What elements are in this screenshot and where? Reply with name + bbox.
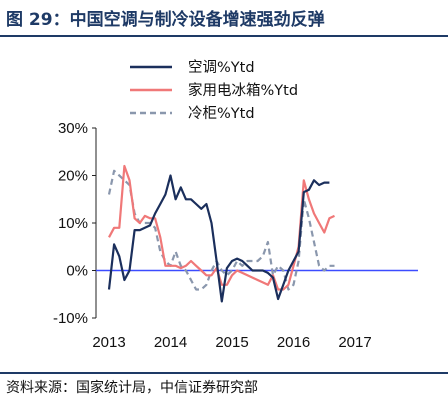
source-rule xyxy=(0,372,448,374)
x-tick-label: 2017 xyxy=(338,334,371,351)
y-tick-label: 10% xyxy=(58,215,88,232)
chart-legend: 空调%Ytd 家用电冰箱%Ytd 冷柜%Ytd xyxy=(130,59,298,122)
source-note: 资料来源：国家统计局，中信证券研究部 xyxy=(6,380,258,396)
series-line-2 xyxy=(107,169,335,291)
title-rule xyxy=(0,35,448,37)
x-tick-label: 2015 xyxy=(215,334,248,351)
y-tick-label: 20% xyxy=(58,168,88,185)
figure-title: 图 29：中国空调与制冷设备增速强劲反弹 xyxy=(6,10,325,30)
series-line-0 xyxy=(107,174,330,303)
y-tick-label: -10% xyxy=(53,310,88,327)
legend-label-1: 家用电冰箱%Ytd xyxy=(188,82,298,99)
x-tick-label: 2014 xyxy=(154,334,187,351)
y-tick-label: 30% xyxy=(58,120,88,137)
legend-label-0: 空调%Ytd xyxy=(188,59,255,76)
chart-series-group xyxy=(107,164,335,303)
chart-axes: -10% 0% 10% 20% 30% 2013 2014 2015 2016 2017 xyxy=(53,120,418,351)
y-tick-label: 0% xyxy=(66,263,88,280)
x-tick-label: 2016 xyxy=(277,334,310,351)
legend-label-2: 冷柜%Ytd xyxy=(188,105,255,122)
x-tick-label: 2013 xyxy=(92,334,125,351)
